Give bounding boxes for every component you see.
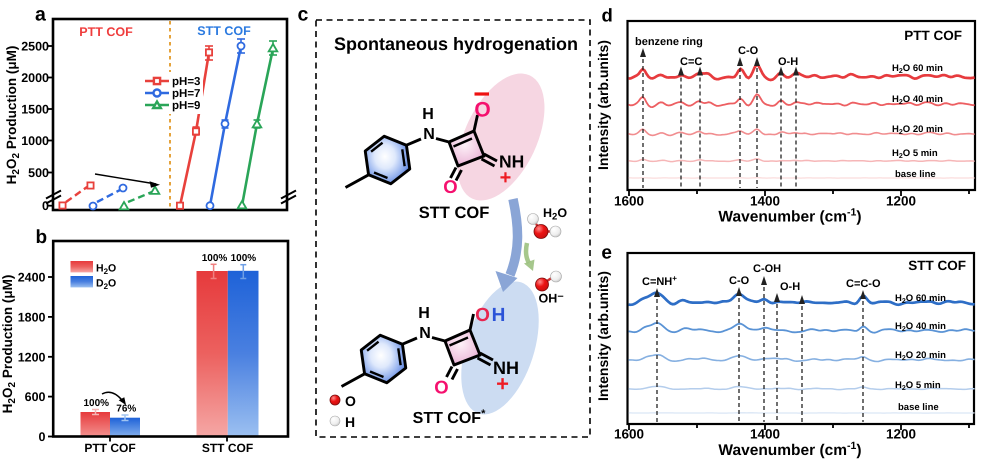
- svg-text:H: H: [418, 305, 430, 322]
- svg-text:PTT COF: PTT COF: [79, 25, 133, 39]
- svg-text:O: O: [475, 305, 490, 326]
- svg-text:C=C: C=C: [680, 56, 702, 68]
- svg-text:H2O 40 min: H2O 40 min: [895, 321, 946, 333]
- svg-text:+: +: [500, 167, 512, 189]
- svg-text:a: a: [35, 4, 46, 26]
- svg-text:1200: 1200: [886, 427, 916, 442]
- svg-text:b: b: [36, 227, 48, 248]
- svg-text:c: c: [298, 4, 309, 26]
- svg-text:STT COF: STT COF: [202, 441, 253, 455]
- svg-text:H2O2 Production (μM): H2O2 Production (μM): [4, 46, 22, 185]
- svg-text:1400: 1400: [750, 427, 780, 442]
- svg-text:C=NH+: C=NH+: [642, 274, 677, 288]
- svg-text:OH⁻: OH⁻: [539, 292, 565, 306]
- svg-text:N: N: [419, 325, 431, 342]
- svg-text:C-OH: C-OH: [753, 263, 781, 275]
- svg-text:STT COF*: STT COF*: [413, 408, 486, 427]
- svg-text:1200: 1200: [18, 350, 46, 364]
- svg-text:O: O: [345, 393, 356, 409]
- svg-text:H2O: H2O: [543, 206, 567, 223]
- svg-text:pH=3: pH=3: [172, 76, 200, 88]
- svg-text:H2O 20 min: H2O 20 min: [892, 124, 943, 136]
- svg-text:C-O: C-O: [729, 275, 750, 287]
- svg-text:O: O: [434, 377, 448, 398]
- svg-text:O-H: O-H: [778, 56, 798, 68]
- svg-text:600: 600: [25, 390, 46, 404]
- svg-text:e: e: [601, 243, 612, 264]
- svg-text:O: O: [443, 176, 457, 197]
- svg-text:1500: 1500: [21, 103, 49, 117]
- svg-text:500: 500: [28, 166, 49, 180]
- svg-text:base line: base line: [895, 169, 936, 180]
- svg-text:Intensity (arb.units): Intensity (arb.units): [595, 40, 611, 170]
- svg-text:H: H: [422, 106, 434, 123]
- svg-text:Wavenumber (cm-1): Wavenumber (cm-1): [718, 207, 861, 226]
- svg-text:pH=9: pH=9: [172, 100, 200, 112]
- svg-text:STT COF: STT COF: [908, 258, 966, 273]
- svg-text:d: d: [602, 4, 613, 25]
- svg-text:H2O 5 min: H2O 5 min: [892, 148, 938, 160]
- svg-text:1600: 1600: [614, 194, 644, 209]
- svg-text:H2O: H2O: [96, 263, 116, 277]
- svg-text:2400: 2400: [18, 271, 46, 285]
- svg-text:Intensity (arb.units): Intensity (arb.units): [595, 271, 611, 401]
- svg-text:2500: 2500: [21, 40, 49, 54]
- svg-text:100%: 100%: [202, 253, 228, 264]
- svg-text:H2O 20 min: H2O 20 min: [895, 350, 946, 362]
- svg-text:76%: 76%: [116, 404, 136, 415]
- svg-text:N: N: [423, 126, 435, 143]
- svg-text:NH: NH: [499, 152, 524, 172]
- svg-text:100%: 100%: [84, 398, 110, 409]
- svg-text:O-H: O-H: [780, 281, 800, 293]
- svg-text:Spontaneous hydrogenation: Spontaneous hydrogenation: [334, 34, 578, 54]
- svg-text:STT COF: STT COF: [419, 204, 490, 222]
- svg-text:O: O: [474, 99, 490, 122]
- svg-text:pH=7: pH=7: [172, 88, 200, 100]
- svg-text:Wavenumber (cm-1): Wavenumber (cm-1): [718, 440, 861, 459]
- svg-text:base line: base line: [898, 402, 939, 413]
- svg-text:H2O 60 min: H2O 60 min: [895, 293, 946, 305]
- svg-text:1000: 1000: [21, 134, 49, 148]
- svg-text:C=C-O: C=C-O: [846, 278, 881, 290]
- svg-text:H2O 5 min: H2O 5 min: [895, 380, 941, 392]
- svg-text:H: H: [492, 305, 506, 326]
- svg-text:0: 0: [42, 199, 49, 213]
- svg-text:PTT COF: PTT COF: [904, 28, 962, 43]
- svg-text:PTT COF: PTT COF: [84, 441, 135, 455]
- svg-text:H2O 40 min: H2O 40 min: [892, 94, 943, 106]
- svg-text:STT COF: STT COF: [197, 24, 251, 38]
- svg-text:C-O: C-O: [738, 45, 759, 57]
- svg-text:NH: NH: [493, 358, 519, 378]
- svg-text:benzene ring: benzene ring: [635, 36, 703, 48]
- svg-text:100%: 100%: [231, 253, 257, 264]
- svg-text:1200: 1200: [886, 194, 916, 209]
- svg-text:0: 0: [39, 430, 46, 444]
- svg-text:H: H: [345, 414, 355, 430]
- svg-text:D2O: D2O: [96, 278, 116, 292]
- svg-text:1600: 1600: [614, 427, 644, 442]
- svg-text:H2O 60 min: H2O 60 min: [892, 63, 943, 75]
- svg-text:2000: 2000: [21, 71, 49, 85]
- svg-text:H2O2 Production (μM): H2O2 Production (μM): [0, 275, 18, 414]
- svg-text:1800: 1800: [18, 310, 46, 324]
- svg-text:+: +: [496, 371, 509, 396]
- svg-text:1400: 1400: [750, 194, 780, 209]
